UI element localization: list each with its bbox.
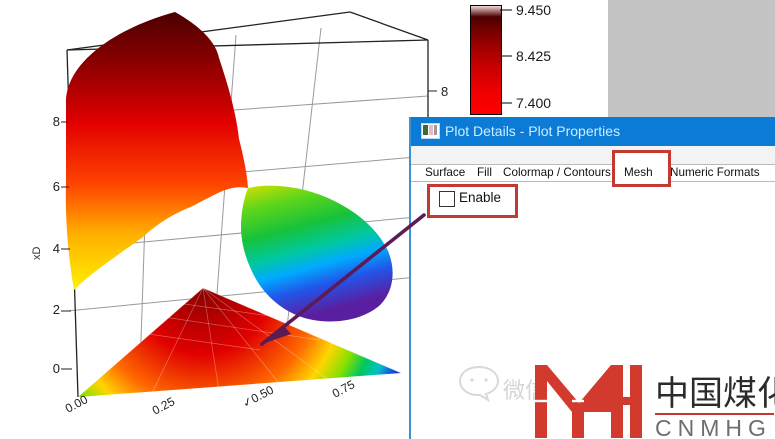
svg-text:中国煤化工: 中国煤化工 bbox=[655, 375, 775, 413]
svg-text:CNMHG: CNMHG bbox=[655, 415, 772, 439]
